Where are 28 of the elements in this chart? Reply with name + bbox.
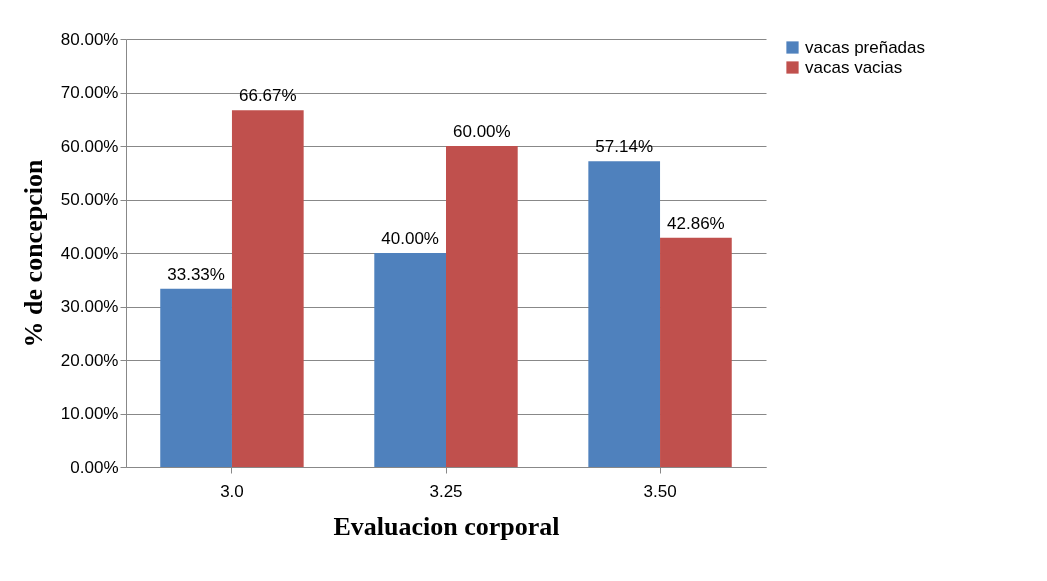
x-tick-label: 3.50 <box>643 481 677 501</box>
x-axis-title: Evaluacion corporal <box>333 511 560 541</box>
data-label: 33.33% <box>167 264 225 284</box>
y-tick-label: 20.00% <box>60 350 119 370</box>
y-axis-title: % de concepcion <box>18 159 48 348</box>
legend-label: vacas preñadas <box>805 37 926 57</box>
y-tick-label: 40.00% <box>60 243 119 263</box>
bar <box>588 161 661 467</box>
legend-label: vacas vacias <box>805 57 903 77</box>
y-tick-label: 70.00% <box>60 83 119 102</box>
y-tick-label: 60.00% <box>60 136 119 156</box>
data-label: 40.00% <box>381 229 439 248</box>
y-tick-label: 30.00% <box>60 297 119 316</box>
bar <box>660 237 732 467</box>
data-label: 42.86% <box>667 213 725 233</box>
bar <box>160 288 232 467</box>
y-tick-label: 50.00% <box>60 190 119 209</box>
x-tick-label: 3.0 <box>220 481 244 501</box>
data-label: 57.14% <box>595 137 654 157</box>
data-label: 66.67% <box>238 86 297 106</box>
bar <box>446 146 518 467</box>
y-tick-label: 10.00% <box>60 404 119 423</box>
y-tick-label: 0.00% <box>70 457 119 477</box>
bar <box>231 110 304 467</box>
y-tick-label: 80.00% <box>60 29 119 49</box>
bar <box>374 253 446 467</box>
data-label: 60.00% <box>453 122 511 141</box>
x-tick-label: 3.25 <box>429 481 463 501</box>
